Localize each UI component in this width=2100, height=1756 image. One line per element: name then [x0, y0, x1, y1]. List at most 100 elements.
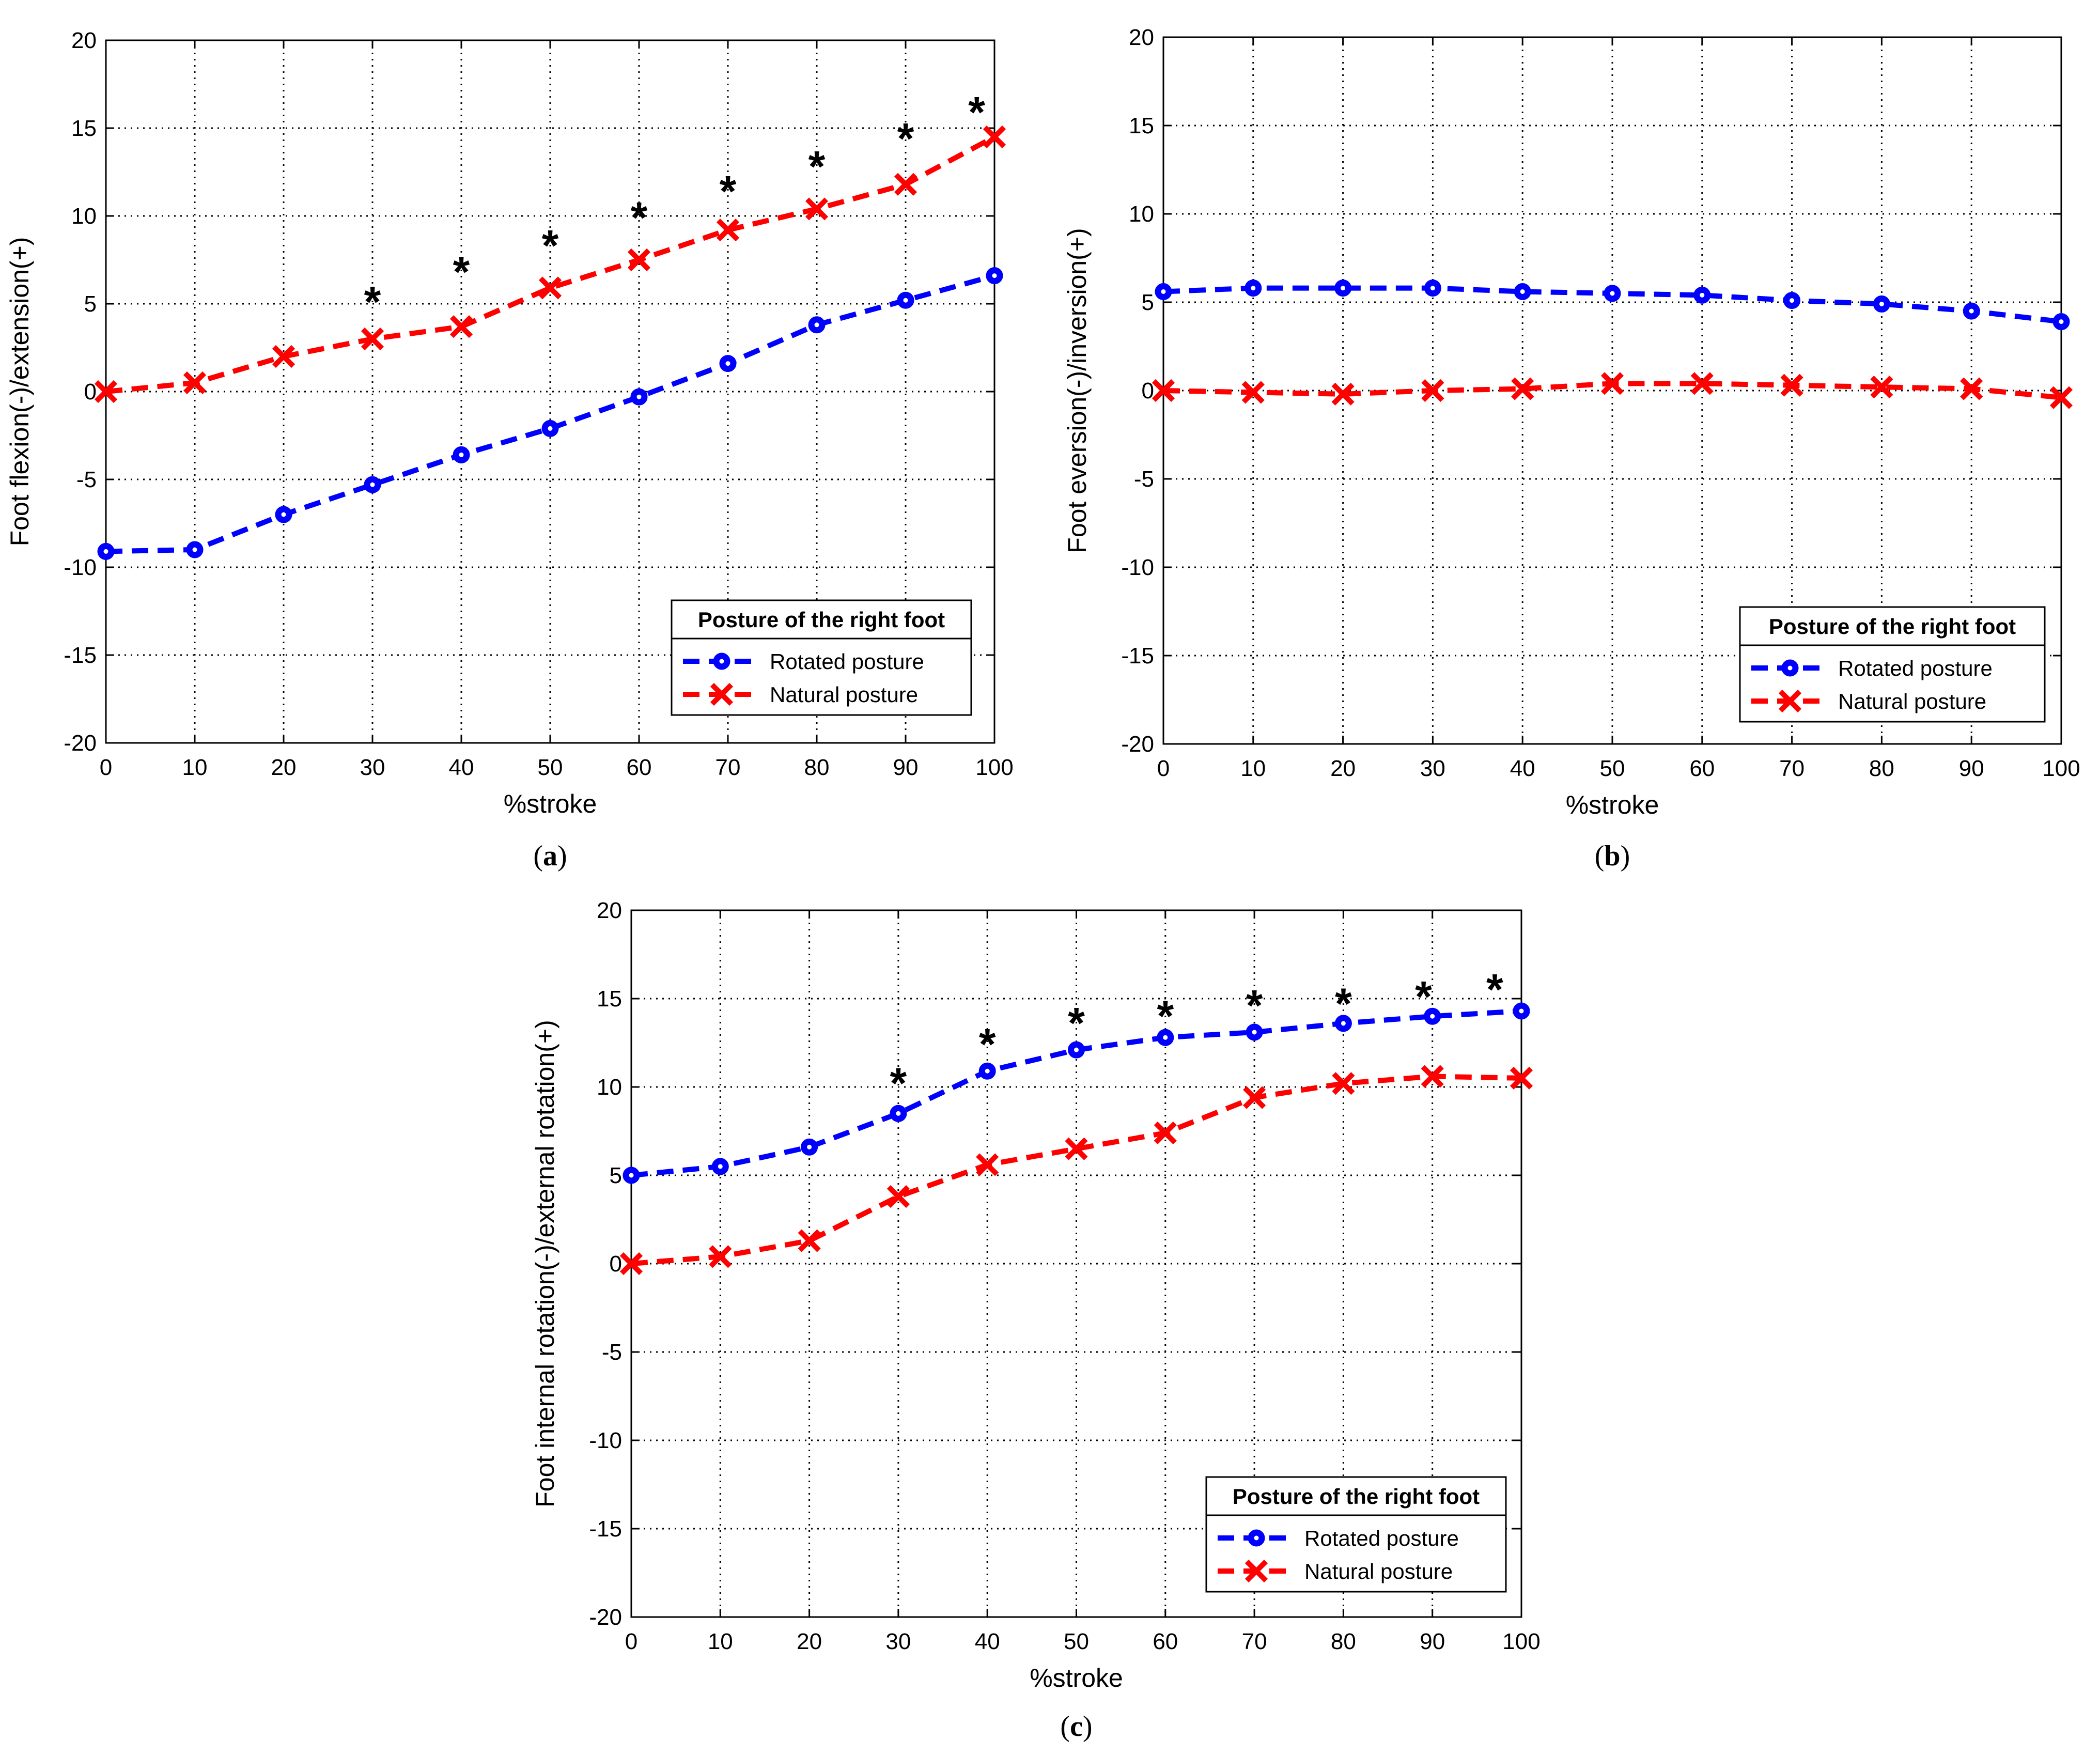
data-point-x [894, 173, 917, 196]
data-point-x [716, 219, 740, 242]
data-point-x [1960, 377, 1983, 400]
x-tick-label: 0 [100, 755, 112, 780]
y-axis-label: Foot eversion(-)/inversion(+) [1063, 228, 1092, 553]
data-point-x [983, 125, 1006, 149]
y-tick-label: -20 [589, 1605, 622, 1630]
significance-star: * [1415, 972, 1432, 1021]
y-tick-label: -5 [602, 1340, 622, 1365]
y-tick-label: -5 [76, 467, 97, 492]
data-point-circle-center [1969, 308, 1974, 314]
data-point-circle-center [1879, 301, 1884, 306]
y-tick-label: 0 [610, 1251, 622, 1277]
data-point-circle-center [807, 1144, 812, 1149]
legend-marker-circle-center [1254, 1535, 1259, 1541]
legend-marker-circle-center [1787, 665, 1793, 671]
x-tick-label: 60 [1689, 756, 1715, 781]
x-tick-label: 80 [1869, 756, 1894, 781]
data-point-x [798, 1229, 821, 1252]
x-axis-label: %stroke [504, 789, 597, 818]
significance-star: * [1335, 980, 1352, 1028]
legend-title: Posture of the right foot [698, 608, 945, 632]
y-tick-label: -10 [1121, 555, 1154, 580]
y-tick-label: 15 [597, 986, 622, 1012]
significance-star: * [1068, 999, 1085, 1047]
data-point-circle-center [1520, 289, 1525, 294]
x-tick-label: 70 [1242, 1629, 1267, 1654]
chart-panel-c: 0 10 20 30 40 50 60 70 80 90 100 -20 -15 -10 -5 0 5 10 15 2… [531, 898, 1541, 1743]
series-natural [1152, 372, 2073, 409]
y-tick-label: -20 [64, 731, 97, 756]
data-point-x [538, 276, 562, 300]
significance-star: * [720, 167, 737, 215]
data-point-x [1065, 1137, 1088, 1160]
data-point-x [1243, 1086, 1266, 1109]
x-axis-label: %stroke [1566, 790, 1659, 819]
significance-star: * [890, 1059, 907, 1107]
data-point-circle-center [1700, 292, 1705, 298]
significance-star: * [1486, 965, 1503, 1014]
x-tick-label: 50 [1064, 1629, 1089, 1654]
data-point-circle-center [1341, 1021, 1346, 1026]
data-point-circle-center [1252, 1030, 1257, 1035]
data-point-circle-center [1163, 1035, 1168, 1040]
data-point-x [1600, 372, 1624, 395]
legend-entry-label: Rotated posture [1304, 1526, 1459, 1550]
data-point-circle-center [1519, 1008, 1524, 1014]
data-point-x [1332, 1072, 1355, 1095]
data-point-circle-center [103, 549, 108, 554]
data-point-x [619, 1252, 643, 1276]
data-point-x [709, 1245, 732, 1268]
x-tick-label: 40 [1510, 756, 1535, 781]
y-tick-label: 5 [1142, 290, 1154, 315]
chart-panel-b: 0 10 20 30 40 50 60 70 80 90 100 -20 -15 -10 -5 0 5 10 15 2… [1063, 25, 2080, 872]
data-point-circle-center [1251, 286, 1256, 291]
data-point-circle-center [903, 298, 908, 303]
panel-label: (b) [1595, 840, 1630, 872]
data-point-x [183, 371, 207, 395]
x-tick-label: 20 [797, 1629, 822, 1654]
data-point-circle-center [192, 547, 197, 552]
panel-label-close: ) [1621, 840, 1630, 872]
x-tick-label: 10 [708, 1629, 733, 1654]
x-tick-label: 80 [804, 755, 830, 780]
x-tick-label: 50 [1600, 756, 1625, 781]
data-point-x [1421, 379, 1444, 402]
data-point-x [1690, 372, 1714, 395]
panel-label-close: ) [1083, 1711, 1093, 1743]
panel-label-open: ( [533, 840, 543, 872]
data-point-x [272, 345, 295, 368]
data-point-circle-center [718, 1164, 723, 1169]
legend-title: Posture of the right foot [1769, 614, 2016, 639]
data-point-x [1511, 377, 1534, 400]
y-tick-label: 15 [71, 116, 97, 141]
data-point-x [1870, 376, 1893, 399]
legend: Posture of the right foot Rotated posture… [1205, 1476, 1507, 1593]
y-tick-label: 15 [1129, 113, 1154, 138]
legend-entry-label: Rotated posture [1838, 656, 1993, 680]
legend-marker-x [1245, 1559, 1268, 1583]
data-point-circle-center [725, 361, 730, 366]
y-tick-label: 10 [597, 1075, 622, 1100]
legend-entry-label: Natural posture [1304, 1559, 1453, 1583]
significance-star: * [631, 193, 648, 242]
data-point-x [1331, 382, 1355, 406]
x-tick-label: 0 [625, 1629, 637, 1654]
series-rotated [97, 267, 1003, 560]
x-tick-label: 90 [893, 755, 919, 780]
data-point-x [1421, 1065, 1444, 1088]
y-tick-label: 0 [1142, 378, 1154, 403]
data-point-circle-center [985, 1068, 990, 1074]
legend-marker-circle-center [719, 659, 724, 664]
x-tick-label: 100 [1502, 1629, 1540, 1654]
y-tick-label: 20 [71, 28, 97, 53]
x-tick-label: 10 [182, 755, 208, 780]
x-tick-label: 20 [271, 755, 297, 780]
x-tick-label: 50 [538, 755, 563, 780]
panel-label-open: ( [1595, 840, 1605, 872]
data-point-circle-center [629, 1173, 634, 1178]
significance-star: * [808, 142, 826, 191]
significance-star: * [979, 1020, 996, 1068]
x-tick-label: 40 [449, 755, 474, 780]
data-point-circle-center [896, 1111, 901, 1116]
x-tick-label: 70 [715, 755, 741, 780]
